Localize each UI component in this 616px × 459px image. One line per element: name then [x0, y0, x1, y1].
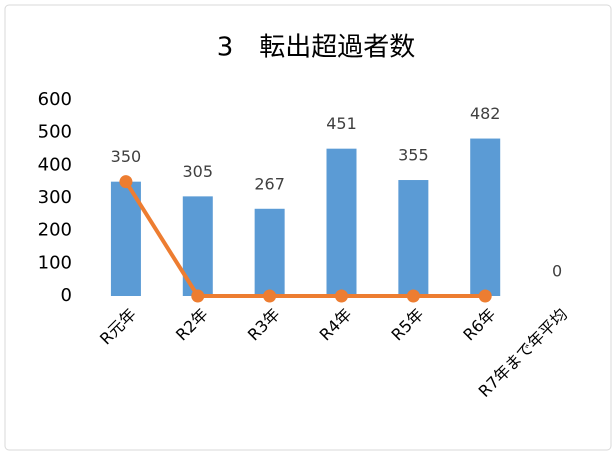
- bar: [398, 180, 429, 296]
- y-tick-label: 500: [38, 122, 72, 143]
- line: [124, 180, 486, 298]
- y-tick-label: 300: [38, 187, 72, 208]
- data-label: 0: [552, 262, 562, 281]
- y-tick-label: 600: [38, 89, 72, 110]
- line-marker: [119, 175, 133, 189]
- y-tick-label: 200: [38, 220, 72, 241]
- bar: [326, 148, 357, 296]
- y-tick-label: 100: [38, 252, 72, 273]
- data-label: 350: [111, 147, 142, 166]
- y-tick-label: 0: [61, 285, 72, 306]
- data-label: 451: [326, 114, 357, 133]
- data-label: 305: [183, 162, 214, 181]
- line-marker: [478, 289, 492, 303]
- chart-border: [4, 4, 612, 451]
- y-tick-label: 400: [38, 154, 72, 175]
- line-marker: [406, 289, 420, 303]
- line-marker: [191, 289, 205, 303]
- line-marker: [335, 289, 348, 303]
- data-label: 267: [254, 174, 285, 193]
- bar: [254, 208, 285, 296]
- data-label: 482: [470, 104, 501, 123]
- data-label: 355: [398, 146, 429, 165]
- line-marker: [263, 289, 277, 303]
- chart-title: 3 転出超過者数: [217, 33, 416, 63]
- bar: [470, 138, 501, 296]
